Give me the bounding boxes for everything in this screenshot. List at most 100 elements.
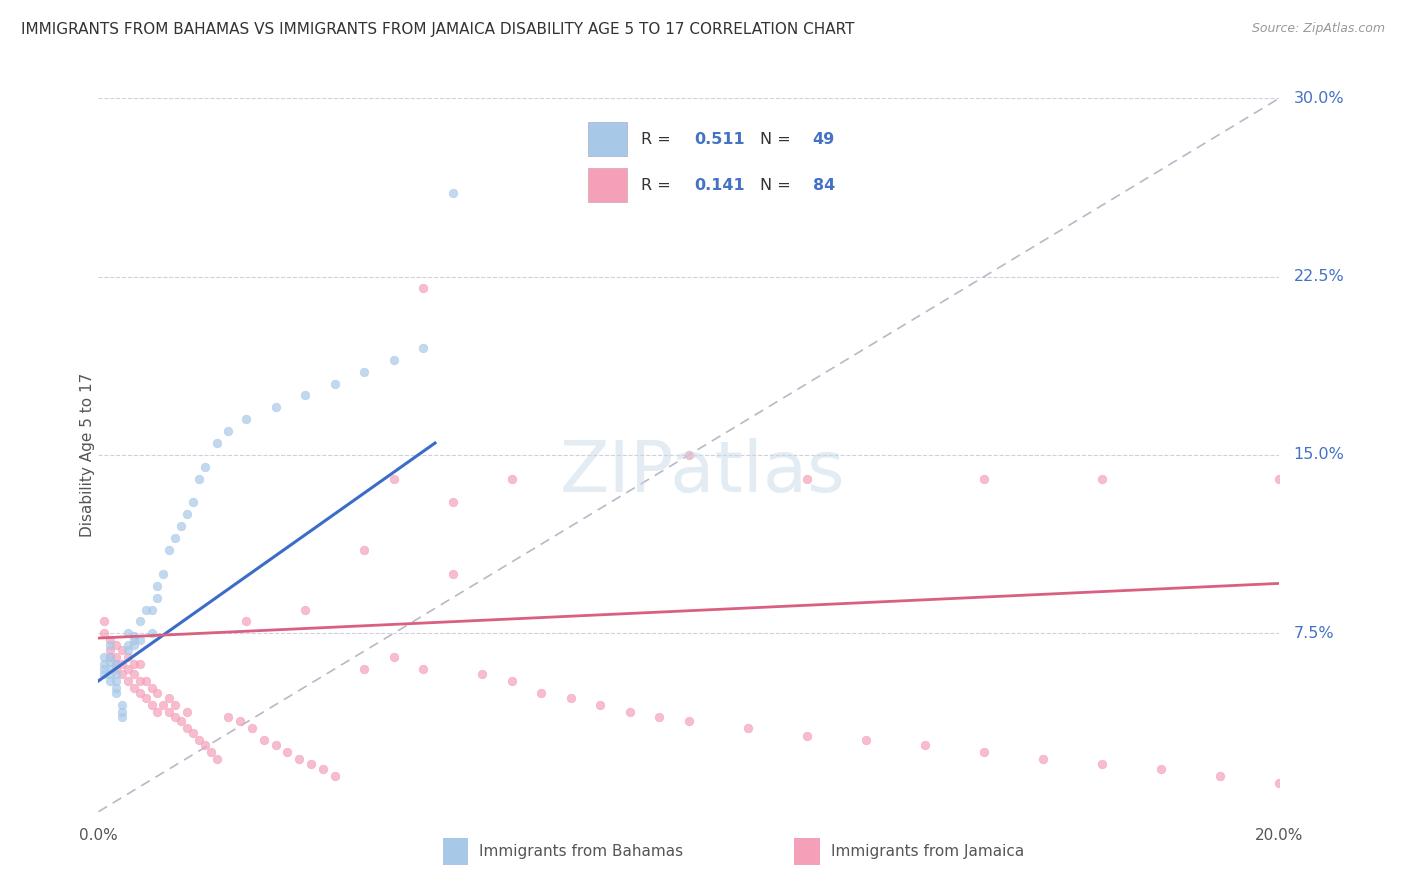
Point (382, 352, 405, 367)
Point (141, 681, 163, 695)
Point (111, 666, 134, 681)
Point (323, 769, 346, 783)
Point (678, 448, 700, 462)
Point (1032, 752, 1054, 766)
Point (117, 650, 139, 665)
Point (152, 698, 174, 712)
Text: N =: N = (759, 178, 796, 193)
Point (98, 673, 121, 688)
Point (98, 650, 121, 665)
Text: 84: 84 (813, 178, 835, 193)
Point (98, 655, 121, 669)
Point (1209, 769, 1232, 783)
Point (441, 566, 464, 581)
Point (589, 698, 612, 712)
Point (105, 666, 128, 681)
Point (135, 602, 157, 616)
Point (264, 738, 287, 752)
Point (105, 673, 128, 688)
Point (323, 376, 346, 391)
Point (98, 638, 121, 652)
Point (441, 495, 464, 509)
Point (353, 365, 375, 379)
Point (117, 626, 139, 640)
Point (1150, 762, 1173, 776)
Text: IMMIGRANTS FROM BAHAMAS VS IMMIGRANTS FROM JAMAICA DISABILITY AGE 5 TO 17 CORREL: IMMIGRANTS FROM BAHAMAS VS IMMIGRANTS FR… (21, 22, 855, 37)
Point (93, 666, 115, 681)
Point (117, 673, 139, 688)
Point (1091, 472, 1114, 486)
Point (93, 615, 115, 629)
Point (973, 472, 995, 486)
Point (165, 531, 187, 545)
Point (128, 686, 150, 700)
Point (105, 657, 128, 672)
Text: N =: N = (759, 132, 796, 146)
Point (914, 738, 936, 752)
Point (181, 495, 204, 509)
Point (93, 662, 115, 676)
Point (105, 650, 128, 665)
Point (441, 186, 464, 201)
Point (93, 626, 115, 640)
Point (141, 698, 163, 712)
Point (105, 686, 128, 700)
Text: 0.511: 0.511 (695, 132, 745, 146)
Point (157, 705, 180, 719)
Point (200, 745, 222, 759)
Point (176, 508, 198, 522)
Point (796, 729, 818, 743)
Point (146, 579, 169, 593)
Point (217, 424, 239, 438)
Point (235, 615, 257, 629)
Point (141, 626, 163, 640)
Point (181, 726, 204, 740)
Point (105, 662, 128, 676)
Point (1268, 472, 1291, 486)
Point (299, 757, 322, 772)
Point (105, 657, 128, 672)
Point (93, 650, 115, 665)
Point (98, 662, 121, 676)
Point (135, 690, 157, 705)
Point (105, 638, 128, 652)
Text: 15.0%: 15.0% (1294, 448, 1344, 462)
Point (157, 690, 180, 705)
Text: Source: ZipAtlas.com: Source: ZipAtlas.com (1251, 22, 1385, 36)
Point (170, 519, 193, 533)
Text: 22.5%: 22.5% (1294, 269, 1344, 284)
Point (353, 543, 375, 558)
Point (122, 657, 145, 672)
Point (382, 650, 405, 665)
Point (128, 633, 150, 648)
Point (530, 686, 553, 700)
Point (412, 281, 434, 295)
Bar (588, 168, 627, 202)
Point (135, 673, 157, 688)
Point (117, 662, 139, 676)
Point (294, 388, 316, 402)
Point (111, 705, 134, 719)
Point (229, 714, 252, 729)
Point (312, 762, 335, 776)
Point (122, 638, 145, 652)
Point (560, 690, 582, 705)
Point (98, 666, 121, 681)
Point (128, 673, 150, 688)
Point (796, 472, 818, 486)
Text: Immigrants from Jamaica: Immigrants from Jamaica (831, 845, 1024, 859)
Point (501, 472, 523, 486)
Point (176, 705, 198, 719)
Point (141, 602, 163, 616)
Point (264, 401, 287, 415)
Point (146, 591, 169, 605)
Point (501, 673, 523, 688)
Y-axis label: Disability Age 5 to 17: Disability Age 5 to 17 (80, 373, 94, 537)
Point (111, 709, 134, 723)
Point (122, 666, 145, 681)
Text: R =: R = (641, 178, 676, 193)
Point (205, 752, 228, 766)
Text: 7.5%: 7.5% (1294, 626, 1334, 640)
Point (128, 657, 150, 672)
Bar (588, 122, 627, 155)
